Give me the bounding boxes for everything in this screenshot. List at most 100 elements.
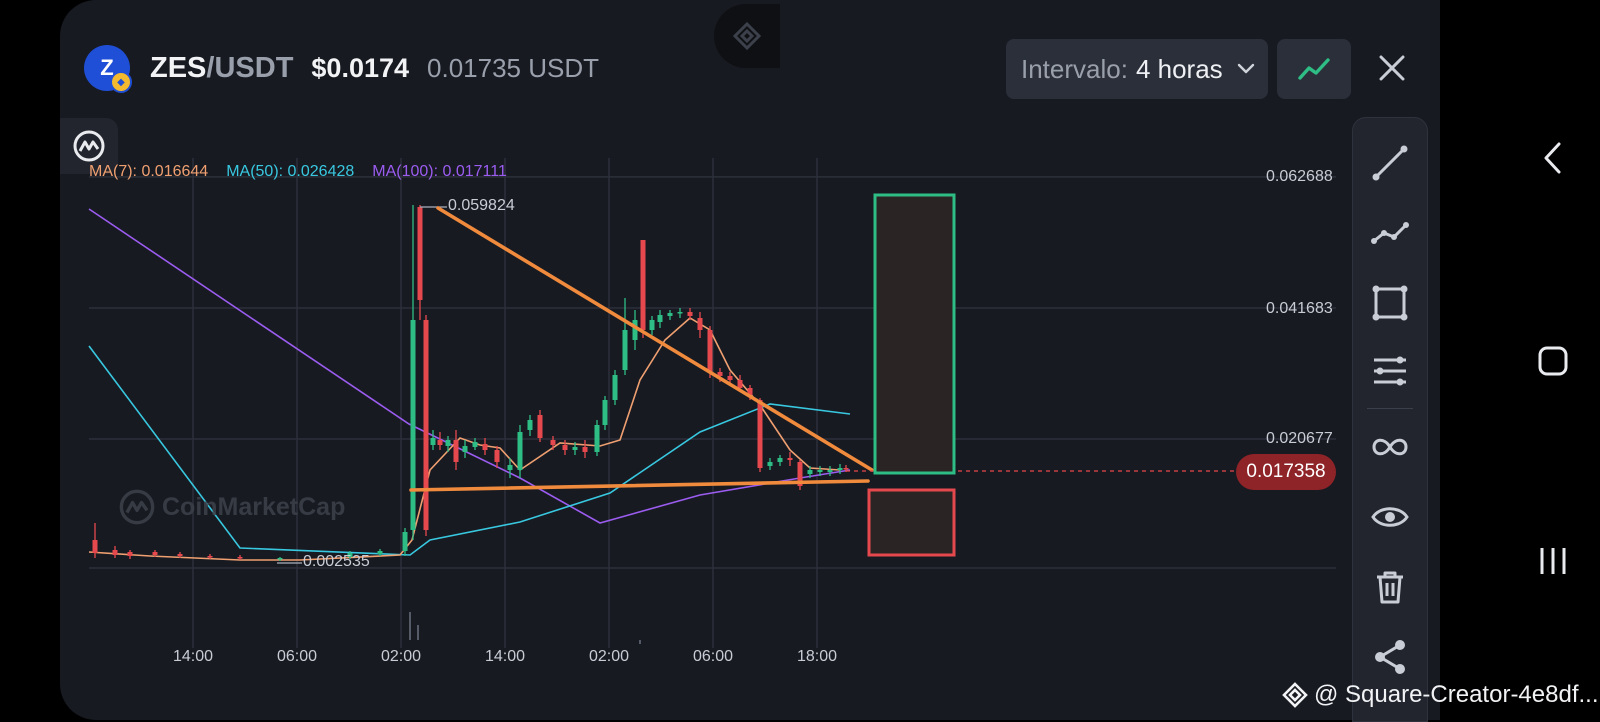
rectangle-tool[interactable]: [1365, 278, 1415, 328]
candle-body: [410, 320, 416, 530]
candle-body: [582, 447, 588, 452]
recents-icon: [1540, 548, 1566, 574]
pair-quote: /USDT: [206, 51, 294, 84]
chart-panel: [60, 0, 1440, 720]
polyline-tool[interactable]: [1365, 208, 1415, 258]
time-tick: 14:00: [172, 648, 214, 665]
time-tick: 14:00: [484, 648, 526, 665]
candle-body: [594, 425, 600, 452]
candle-body: [757, 400, 763, 468]
candle-body: [112, 550, 118, 555]
candle-body: [797, 462, 803, 486]
binance-diamond-icon: [733, 22, 761, 50]
candle-body: [717, 372, 723, 376]
trend-line-icon: [1372, 145, 1408, 181]
candle-body: [787, 458, 793, 460]
coinmarketcap-icon: [73, 130, 105, 162]
candle-body: [517, 432, 523, 470]
home-nav-button[interactable]: [1530, 338, 1576, 384]
parallel-lines-icon: [1374, 356, 1406, 386]
ma50-line: [88, 345, 851, 556]
candle-body: [767, 462, 773, 466]
visibility-tool[interactable]: [1365, 492, 1415, 542]
binance-logo-tab: [714, 4, 780, 68]
stop-loss-zone: [867, 488, 956, 557]
price-tick: 0.041683: [1266, 300, 1333, 317]
polyline-icon: [1371, 222, 1409, 244]
parallel-lines-tool[interactable]: [1365, 346, 1415, 396]
candle-body: [207, 556, 213, 558]
ma100-line: [88, 208, 851, 524]
candle-body: [550, 440, 556, 445]
home-square-icon: [1538, 346, 1568, 376]
candle-body: [92, 540, 98, 553]
ma100-value: MA(100): 0.017111: [372, 163, 507, 180]
candle-body: [472, 442, 478, 447]
low-annotation: 0.002535: [303, 553, 370, 570]
candle-body: [667, 313, 673, 316]
time-tick: 18:00: [796, 648, 838, 665]
candle-body: [827, 470, 833, 472]
support-trendline: [409, 479, 870, 492]
back-nav-button[interactable]: [1530, 135, 1576, 181]
line-chart-icon: [1298, 58, 1330, 80]
candle-body: [817, 470, 823, 472]
interval-value: 4 horas: [1135, 53, 1223, 84]
candle-body: [430, 438, 436, 445]
ma50-value: MA(50): 0.026428: [226, 163, 355, 180]
drawing-toolbar: [1352, 117, 1428, 722]
last-price-badge: 0.017358: [1236, 454, 1336, 490]
close-button[interactable]: [1370, 46, 1414, 90]
candle-body: [127, 552, 133, 556]
candle-body: [602, 400, 608, 425]
candle-body: [640, 240, 646, 330]
candle-body: [612, 375, 618, 400]
coinmarketcap-watermark-icon: [119, 489, 155, 525]
chart-type-button[interactable]: [1277, 39, 1351, 99]
candle-body: [747, 388, 753, 395]
back-chevron-icon: [1544, 142, 1561, 174]
eye-icon: [1371, 507, 1409, 527]
candle-body: [453, 440, 459, 462]
candle-body: [697, 318, 703, 330]
candle-body: [562, 445, 568, 450]
candle-body: [572, 447, 578, 450]
candle-body: [707, 330, 713, 372]
candle-body: [843, 468, 849, 470]
pair-base: ZES: [150, 51, 207, 84]
ma7-value: MA(7): 0.016644: [89, 163, 209, 180]
share-tool[interactable]: [1365, 632, 1415, 682]
candle-body: [277, 558, 283, 560]
creator-watermark: @ Square-Creator-4e8df...: [1282, 678, 1599, 712]
candle-body: [537, 415, 543, 438]
price-tick: 0.020677: [1266, 430, 1333, 447]
candle-body: [445, 440, 451, 446]
time-tick: 02:00: [588, 648, 630, 665]
take-profit-zone: [873, 193, 956, 475]
candle-body: [777, 458, 783, 462]
candle-body: [632, 320, 638, 340]
ma-legend: MA(7): 0.016644 MA(50): 0.026428 MA(100)…: [89, 163, 507, 181]
candle-body: [152, 552, 158, 555]
candle-body: [402, 532, 408, 551]
infinity-tool[interactable]: [1365, 422, 1415, 472]
candle-body: [347, 553, 353, 557]
coinmarketcap-tab[interactable]: [60, 118, 118, 174]
zes-coin-icon: Z ◆: [84, 45, 132, 93]
candle-body: [494, 450, 500, 462]
candle-body: [437, 440, 443, 445]
candle-body: [507, 465, 513, 470]
interval-label: Intervalo:: [1021, 53, 1128, 84]
candle-body: [237, 557, 243, 559]
candle-body: [649, 320, 655, 330]
interval-dropdown[interactable]: Intervalo: 4 horas: [1006, 39, 1268, 99]
candle-body: [807, 470, 813, 474]
delete-tool[interactable]: [1365, 562, 1415, 612]
trend-line-tool[interactable]: [1365, 138, 1415, 188]
candle-body: [737, 380, 743, 388]
rectangle-icon: [1372, 285, 1408, 321]
price-in-usdt: 0.01735 USDT: [427, 52, 599, 83]
recents-nav-button[interactable]: [1530, 538, 1576, 584]
time-tick: 06:00: [692, 648, 734, 665]
